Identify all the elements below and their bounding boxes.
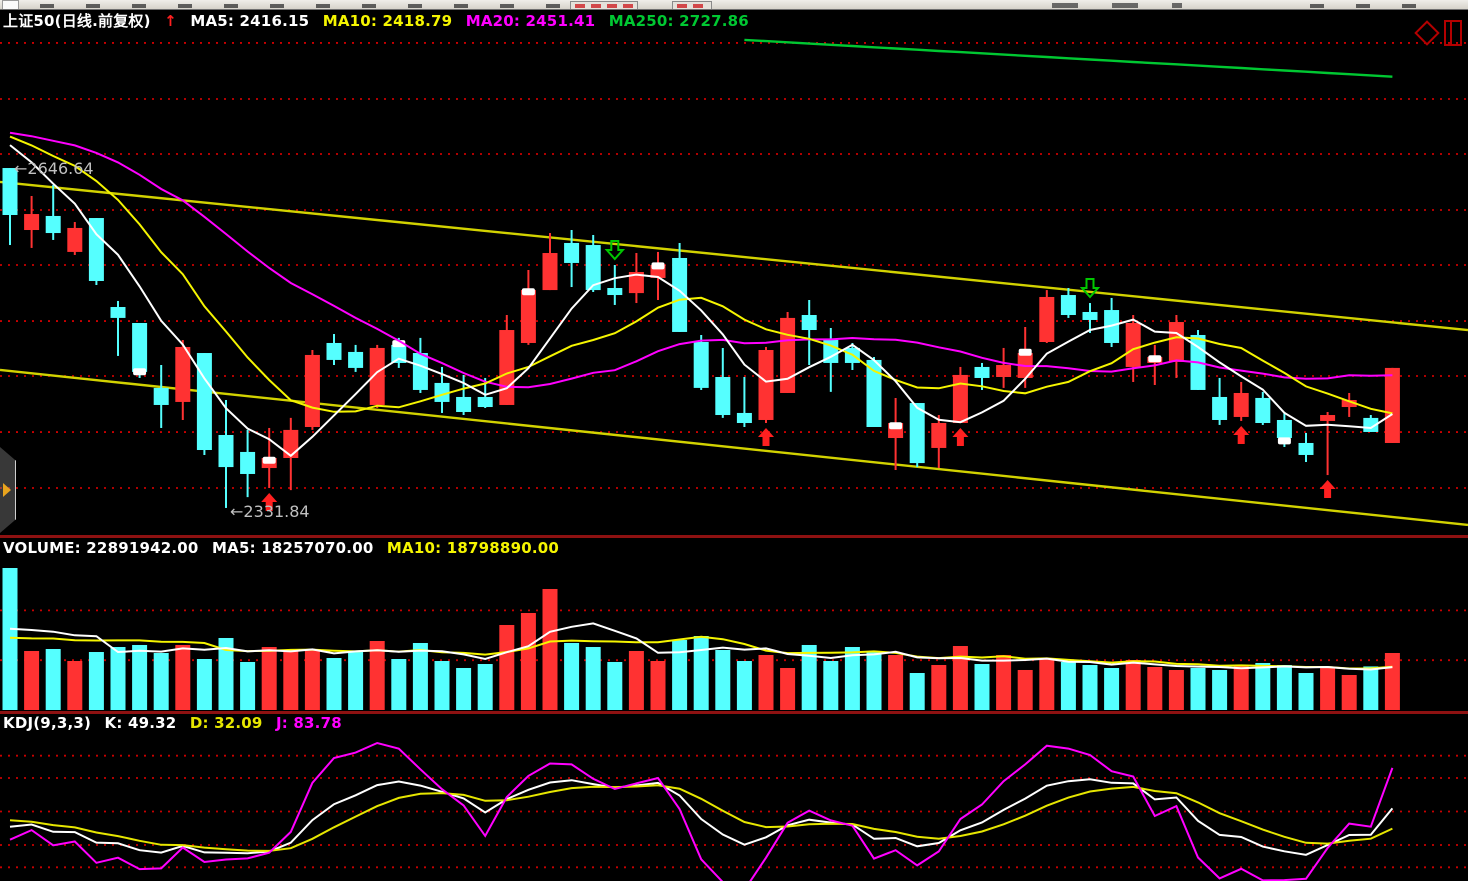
pane-separators <box>0 535 1468 714</box>
menu-button-box-1[interactable] <box>570 1 638 9</box>
kdj-lines <box>9 741 1394 881</box>
menu-bar[interactable] <box>0 0 1468 10</box>
candlestick-layer <box>2 168 1400 508</box>
window-split-icon[interactable] <box>1444 20 1462 46</box>
buy-signal-arrow <box>1233 425 1250 444</box>
main-chart-header: 上证50(日线.前复权) ↑ MA5: 2416.15 MA10: 2418.7… <box>3 10 757 31</box>
buy-signal-arrow <box>952 428 969 447</box>
volume-value: VOLUME: 22891942.00 <box>3 539 199 557</box>
symbol-title: 上证50(日线.前复权) <box>3 12 151 30</box>
signal-arrows <box>261 240 1336 512</box>
low-price-callout: ←2331.84 <box>230 502 310 521</box>
ma20-value: MA20: 2451.41 <box>465 12 596 30</box>
menu-items-clipped[interactable] <box>40 4 560 8</box>
sell-signal-arrow <box>604 240 626 261</box>
volume-pane-header: VOLUME: 22891942.00 MA5: 18257070.00 MA1… <box>3 539 567 557</box>
volume-bar-layer <box>2 567 1400 710</box>
ma5-value: MA5: 2416.15 <box>190 12 310 30</box>
ma250-line <box>744 38 1393 78</box>
volume-ma10-value: MA10: 18798890.00 <box>386 539 560 557</box>
volume-ma5-value: MA5: 18257070.00 <box>212 539 374 557</box>
expand-arrow-icon <box>3 483 11 497</box>
sidebar-flyout-tab[interactable] <box>0 447 16 533</box>
menu-button-box-2[interactable] <box>672 1 712 9</box>
trend-channel-lines <box>0 180 1468 527</box>
chart-corner-tools <box>1414 20 1462 46</box>
annotation-labels: ←2646.64 ←2331.84 <box>14 159 310 521</box>
diamond-tool-icon[interactable] <box>1414 20 1440 46</box>
kdj-pane-header: KDJ(9,3,3) K: 49.32 D: 32.09 J: 83.78 <box>3 714 350 732</box>
menu-items-right-clipped[interactable] <box>1052 3 1182 8</box>
ma-lines <box>9 131 1393 458</box>
kdj-d-value: D: 32.09 <box>189 714 263 732</box>
high-price-callout: ←2646.64 <box>14 159 94 178</box>
menu-items-far-right-clipped[interactable] <box>1310 4 1430 8</box>
sell-signal-arrow <box>1079 278 1101 299</box>
volume-ma-lines <box>9 622 1393 671</box>
app-icon <box>2 0 19 9</box>
kdj-j-value: J: 83.78 <box>276 714 342 732</box>
buy-signal-arrow <box>261 493 278 512</box>
ma250-value: MA250: 2727.86 <box>608 12 749 30</box>
kdj-k-value: K: 49.32 <box>104 714 177 732</box>
ma10-value: MA10: 2418.79 <box>322 12 453 30</box>
buy-signal-arrow <box>1319 480 1336 499</box>
trend-up-icon: ↑ <box>164 12 177 30</box>
kdj-title: KDJ(9,3,3) <box>3 714 92 732</box>
buy-signal-arrow <box>758 428 774 447</box>
